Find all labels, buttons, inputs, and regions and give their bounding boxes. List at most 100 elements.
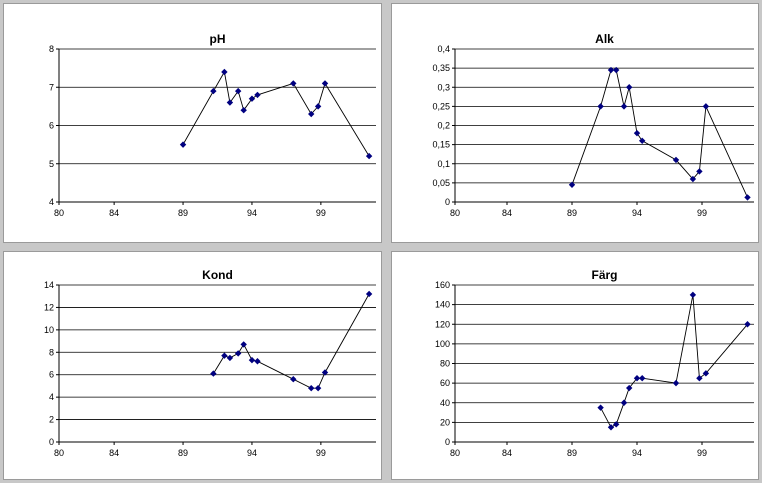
data-point-ph-2 — [221, 68, 228, 76]
data-point-kond-1 — [221, 352, 228, 359]
y-tick-label-farg-5: 100 — [435, 339, 450, 349]
y-tick-label-kond-7: 14 — [44, 280, 54, 290]
x-tick-label-farg-0: 80 — [450, 448, 460, 458]
chart-title-ph: pH — [210, 32, 226, 46]
data-point-kond-0 — [210, 370, 217, 377]
data-point-ph-0 — [179, 141, 187, 148]
data-point-alk-0 — [568, 181, 576, 188]
chart-title-farg: Färg — [591, 268, 617, 282]
chart-ph: pH 4 5 6 7 8 80 84 89 94 99 — [49, 32, 376, 218]
data-point-farg-7 — [672, 379, 680, 387]
chart-panel-alk: Alk 0 0,05 0,1 0,15 0,2 0,25 0,3 0,35 0,4 80 84 89 94… — [391, 3, 759, 243]
data-point-kond-7 — [290, 376, 297, 383]
y-tick-label-ph-4: 8 — [49, 44, 54, 54]
data-point-alk-8 — [672, 156, 680, 164]
x-tick-label-farg-2: 89 — [567, 448, 577, 458]
data-point-farg-0 — [597, 404, 604, 411]
y-tick-label-farg-6: 120 — [435, 319, 450, 329]
data-point-kond-10 — [321, 369, 329, 376]
y-tick-label-alk-8: 0,4 — [437, 44, 450, 54]
data-point-ph-12 — [365, 152, 373, 160]
data-point-farg-5 — [633, 375, 641, 382]
data-point-kond-11 — [365, 290, 373, 298]
series-line-ph — [182, 70, 370, 157]
x-tick-label-kond-3: 94 — [247, 448, 257, 458]
data-point-alk-2 — [607, 66, 615, 74]
y-tick-label-alk-6: 0,3 — [437, 82, 450, 92]
data-point-ph-3 — [226, 99, 234, 106]
data-point-farg-1 — [607, 424, 615, 431]
y-tick-label-farg-0: 0 — [445, 437, 450, 447]
series-line-alk — [571, 69, 748, 198]
y-tick-label-alk-3: 0,15 — [432, 140, 450, 150]
chart-alk: Alk 0 0,05 0,1 0,15 0,2 0,25 0,3 0,35 0,4 80 84 89 94… — [432, 32, 754, 218]
data-point-kond-9 — [314, 384, 322, 392]
y-tick-label-farg-2: 40 — [440, 398, 450, 408]
data-point-alk-6 — [633, 129, 641, 137]
y-tick-label-kond-3: 6 — [49, 370, 54, 380]
y-tick-label-kond-6: 12 — [44, 302, 54, 312]
data-point-ph-7 — [254, 91, 261, 99]
y-tick-label-kond-0: 0 — [49, 437, 54, 447]
y-tick-label-ph-1: 5 — [49, 159, 54, 169]
data-point-kond-5 — [248, 356, 256, 364]
series-line-kond — [213, 293, 370, 389]
x-tick-label-alk-0: 80 — [450, 208, 460, 218]
data-point-ph-4 — [234, 87, 242, 95]
data-point-ph-10 — [314, 103, 322, 110]
x-tick-label-alk-4: 99 — [697, 208, 707, 218]
series-line-farg — [600, 294, 748, 428]
y-tick-label-alk-2: 0,1 — [437, 159, 450, 169]
data-point-alk-9 — [689, 175, 697, 183]
data-point-farg-3 — [620, 399, 628, 406]
chart-panel-ph: pH 4 5 6 7 8 80 84 89 94 99 — [3, 3, 382, 243]
y-tick-label-kond-1: 2 — [49, 415, 54, 425]
data-point-alk-11 — [702, 103, 710, 110]
data-point-farg-10 — [702, 370, 710, 377]
x-tick-label-ph-4: 99 — [316, 208, 326, 218]
y-tick-label-alk-7: 0,35 — [432, 63, 450, 73]
data-point-kond-8 — [308, 384, 315, 392]
chart-kond: Kond 0 2 4 6 8 10 12 14 80 84 89 94 99 — [44, 268, 376, 458]
x-tick-label-alk-1: 84 — [502, 208, 512, 218]
data-point-ph-11 — [321, 80, 329, 87]
data-point-farg-8 — [689, 291, 697, 299]
y-tick-label-kond-5: 10 — [44, 325, 54, 335]
data-point-kond-3 — [234, 350, 242, 357]
data-point-alk-5 — [626, 84, 633, 91]
chart-title-alk: Alk — [595, 32, 614, 46]
y-tick-label-ph-0: 4 — [49, 197, 54, 207]
x-tick-label-ph-0: 80 — [54, 208, 64, 218]
data-point-ph-1 — [210, 87, 217, 95]
data-point-ph-6 — [248, 95, 256, 102]
x-tick-label-farg-1: 84 — [502, 448, 512, 458]
x-tick-label-kond-2: 89 — [178, 448, 188, 458]
y-tick-label-ph-2: 6 — [49, 121, 54, 131]
chart-farg: Färg 0 20 40 60 80 100 120 140 160 80 84 89 94 99 — [435, 268, 754, 458]
y-tick-label-alk-1: 0,05 — [432, 178, 450, 188]
y-tick-label-alk-5: 0,25 — [432, 101, 450, 111]
y-tick-label-farg-4: 80 — [440, 359, 450, 369]
y-tick-label-alk-0: 0 — [445, 197, 450, 207]
y-tick-label-farg-1: 20 — [440, 417, 450, 427]
y-tick-label-farg-7: 140 — [435, 300, 450, 310]
data-point-alk-10 — [696, 168, 703, 175]
data-point-kond-6 — [254, 358, 261, 365]
chart-panel-farg: Färg 0 20 40 60 80 100 120 140 160 80 84 89 94 99 — [391, 251, 759, 480]
x-tick-label-ph-2: 89 — [178, 208, 188, 218]
y-tick-label-kond-4: 8 — [49, 347, 54, 357]
y-tick-label-alk-4: 0,2 — [437, 121, 450, 131]
chart-panel-kond: Kond 0 2 4 6 8 10 12 14 80 84 89 94 99 — [3, 251, 382, 480]
x-tick-label-kond-1: 84 — [109, 448, 119, 458]
x-tick-label-farg-4: 99 — [697, 448, 707, 458]
y-tick-label-kond-2: 4 — [49, 392, 54, 402]
data-point-alk-12 — [744, 194, 751, 201]
data-point-alk-7 — [639, 137, 646, 144]
chart-title-kond: Kond — [202, 268, 233, 282]
x-tick-label-kond-0: 80 — [54, 448, 64, 458]
data-point-alk-4 — [620, 103, 628, 110]
x-tick-label-ph-1: 84 — [109, 208, 119, 218]
data-point-ph-5 — [240, 107, 247, 114]
x-tick-label-alk-2: 89 — [567, 208, 577, 218]
